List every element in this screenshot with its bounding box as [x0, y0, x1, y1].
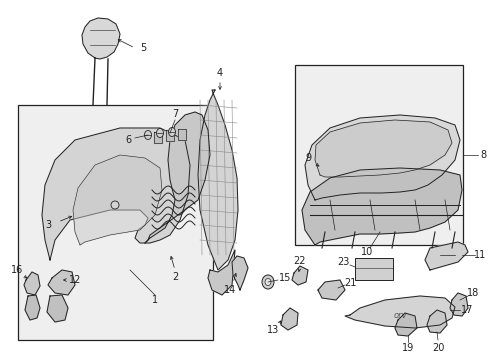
Text: 17: 17 [460, 305, 472, 315]
Polygon shape [48, 270, 75, 295]
Polygon shape [394, 313, 416, 336]
Text: 10: 10 [360, 247, 372, 257]
Polygon shape [281, 308, 297, 330]
Text: 9: 9 [305, 153, 310, 163]
Text: 7: 7 [171, 109, 178, 119]
Text: 3: 3 [45, 220, 51, 230]
Polygon shape [345, 296, 454, 328]
Polygon shape [145, 112, 209, 243]
Bar [18, 105, 213, 340]
Text: 15: 15 [278, 273, 290, 283]
Text: 12: 12 [69, 275, 81, 285]
Text: 6: 6 [124, 135, 131, 145]
Text: 18: 18 [466, 288, 478, 298]
Polygon shape [165, 130, 174, 141]
Polygon shape [302, 168, 461, 245]
Text: 2: 2 [171, 272, 178, 282]
Polygon shape [305, 115, 459, 200]
Polygon shape [314, 120, 451, 177]
Text: 16: 16 [11, 265, 23, 275]
Ellipse shape [111, 201, 119, 209]
Polygon shape [47, 295, 68, 322]
Polygon shape [154, 132, 162, 143]
Polygon shape [317, 280, 345, 300]
Polygon shape [424, 242, 467, 270]
Text: 23: 23 [336, 257, 348, 267]
Ellipse shape [156, 129, 163, 138]
Text: 20: 20 [431, 343, 443, 353]
Ellipse shape [168, 127, 175, 136]
Text: 1: 1 [152, 295, 158, 305]
Polygon shape [24, 272, 40, 295]
Polygon shape [426, 310, 446, 333]
Text: 22: 22 [293, 256, 305, 266]
Text: 13: 13 [266, 325, 279, 335]
Text: 4: 4 [217, 68, 223, 78]
Text: 5: 5 [140, 43, 146, 53]
Text: orv: orv [392, 310, 406, 320]
Ellipse shape [264, 279, 270, 285]
Polygon shape [291, 266, 307, 285]
Ellipse shape [144, 131, 151, 140]
Polygon shape [82, 18, 120, 59]
Text: 21: 21 [343, 278, 355, 288]
Polygon shape [73, 155, 162, 245]
Polygon shape [178, 129, 185, 140]
Ellipse shape [262, 275, 273, 289]
Polygon shape [231, 256, 247, 290]
Polygon shape [42, 128, 190, 260]
Polygon shape [207, 250, 235, 295]
Text: 8: 8 [479, 150, 485, 160]
Polygon shape [198, 90, 238, 270]
Text: 14: 14 [224, 285, 236, 295]
Text: 11: 11 [473, 250, 485, 260]
Bar [354, 258, 392, 280]
Polygon shape [449, 293, 467, 316]
Polygon shape [25, 295, 40, 320]
Bar [294, 65, 462, 245]
Text: 19: 19 [401, 343, 413, 353]
